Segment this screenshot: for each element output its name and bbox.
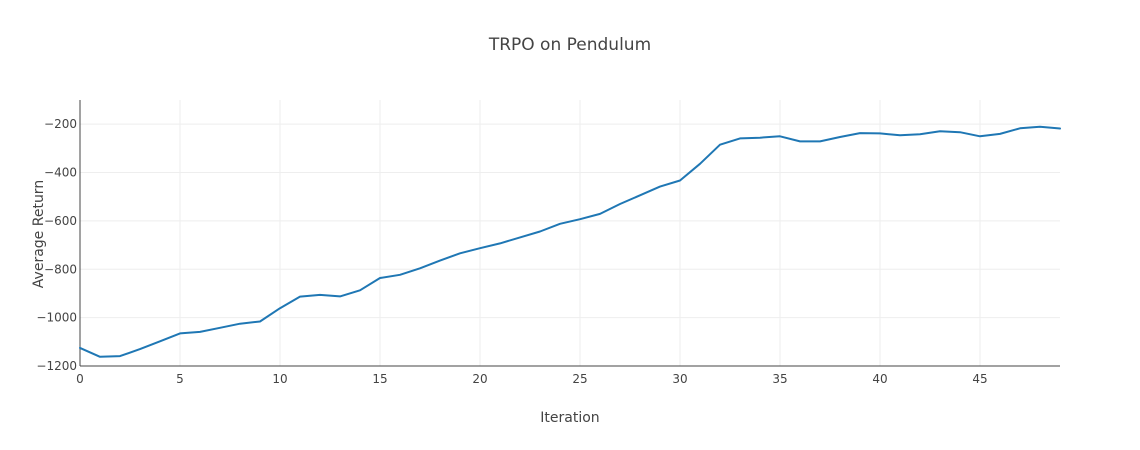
x-tick-label: 30 bbox=[672, 372, 687, 386]
x-tick-label: 0 bbox=[76, 372, 84, 386]
y-tick-label: −200 bbox=[44, 117, 77, 131]
x-tick-label: 25 bbox=[572, 372, 587, 386]
series-line bbox=[79, 125, 1061, 358]
grid bbox=[80, 100, 1060, 366]
plot-area bbox=[79, 125, 1061, 358]
x-tick-label: 10 bbox=[272, 372, 287, 386]
x-tick-label: 20 bbox=[472, 372, 487, 386]
y-tick-label: −1200 bbox=[36, 359, 77, 373]
axes bbox=[79, 100, 1060, 367]
chart-title: TRPO on Pendulum bbox=[488, 35, 651, 55]
x-tick-label: 35 bbox=[772, 372, 787, 386]
y-tick-label: −800 bbox=[44, 262, 77, 276]
x-tick-label: 15 bbox=[372, 372, 387, 386]
y-tick-label: −1000 bbox=[36, 311, 77, 325]
x-axis-title: Iteration bbox=[540, 410, 599, 426]
x-tick-label: 5 bbox=[176, 372, 184, 386]
tick-labels: 0 5 10 15 20 25 30 35 40 45 −1200 −1000 −800 −600 −400… bbox=[36, 117, 987, 386]
x-tick-label: 40 bbox=[872, 372, 887, 386]
y-axis-title: Average Return bbox=[31, 180, 47, 288]
y-tick-label: −400 bbox=[44, 166, 77, 180]
x-tick-label: 45 bbox=[972, 372, 987, 386]
y-tick-label: −600 bbox=[44, 214, 77, 228]
